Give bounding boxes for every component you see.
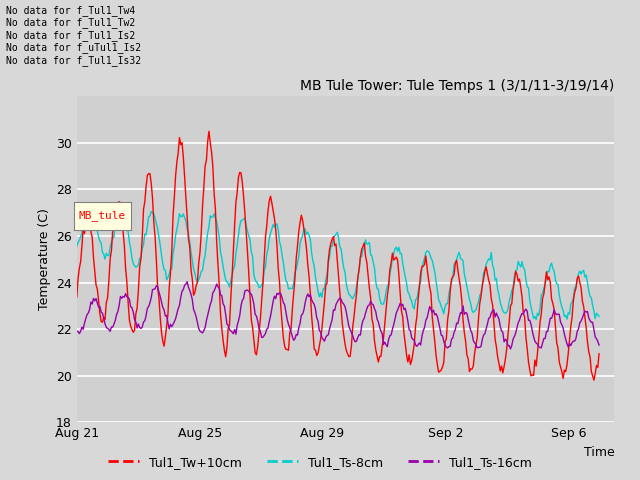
Legend: Tul1_Tw+10cm, Tul1_Ts-8cm, Tul1_Ts-16cm: Tul1_Tw+10cm, Tul1_Ts-8cm, Tul1_Ts-16cm bbox=[102, 451, 538, 474]
Y-axis label: Temperature (C): Temperature (C) bbox=[38, 208, 51, 310]
Text: MB Tule Tower: Tule Temps 1 (3/1/11-3/19/14): MB Tule Tower: Tule Temps 1 (3/1/11-3/19… bbox=[300, 80, 614, 94]
Text: MB_tule: MB_tule bbox=[79, 211, 126, 221]
Text: No data for f_Tul1_Tw4
No data for f_Tul1_Tw2
No data for f_Tul1_Is2
No data for: No data for f_Tul1_Tw4 No data for f_Tul… bbox=[6, 5, 141, 66]
X-axis label: Time: Time bbox=[584, 446, 614, 459]
